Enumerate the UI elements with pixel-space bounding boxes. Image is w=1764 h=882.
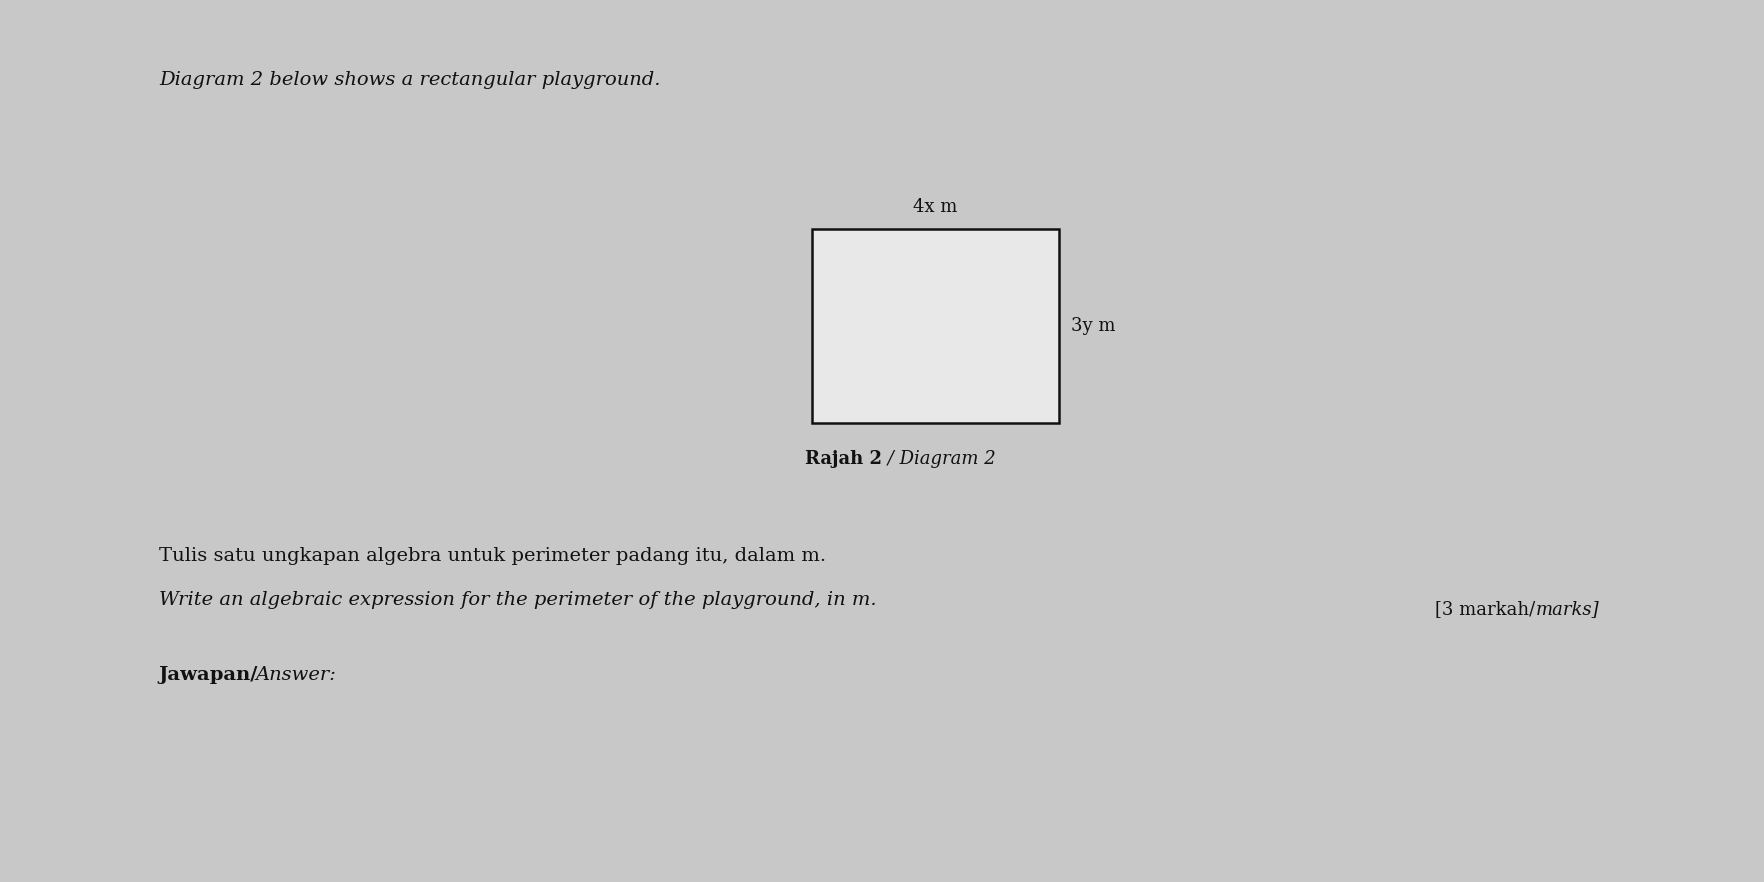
Bar <box>811 229 1058 423</box>
Text: Tulis satu ungkapan algebra untuk perimeter padang itu, dalam m.: Tulis satu ungkapan algebra untuk perime… <box>159 547 826 564</box>
Text: Write an algebraic expression for the perimeter of the playground, in m.: Write an algebraic expression for the pe… <box>159 591 877 609</box>
Text: marks]: marks] <box>1535 600 1598 617</box>
Text: [3 markah/: [3 markah/ <box>1434 600 1535 617</box>
Text: Jawapan/: Jawapan/ <box>159 666 258 684</box>
Text: Diagram 2 below shows a rectangular playground.: Diagram 2 below shows a rectangular play… <box>159 71 660 88</box>
Text: 4x m: 4x m <box>912 198 958 216</box>
Text: / Diagram 2: / Diagram 2 <box>882 450 995 467</box>
Text: Rajah 2: Rajah 2 <box>804 450 882 467</box>
Text: Answer:: Answer: <box>256 666 337 684</box>
Text: 3y m: 3y m <box>1071 318 1115 335</box>
